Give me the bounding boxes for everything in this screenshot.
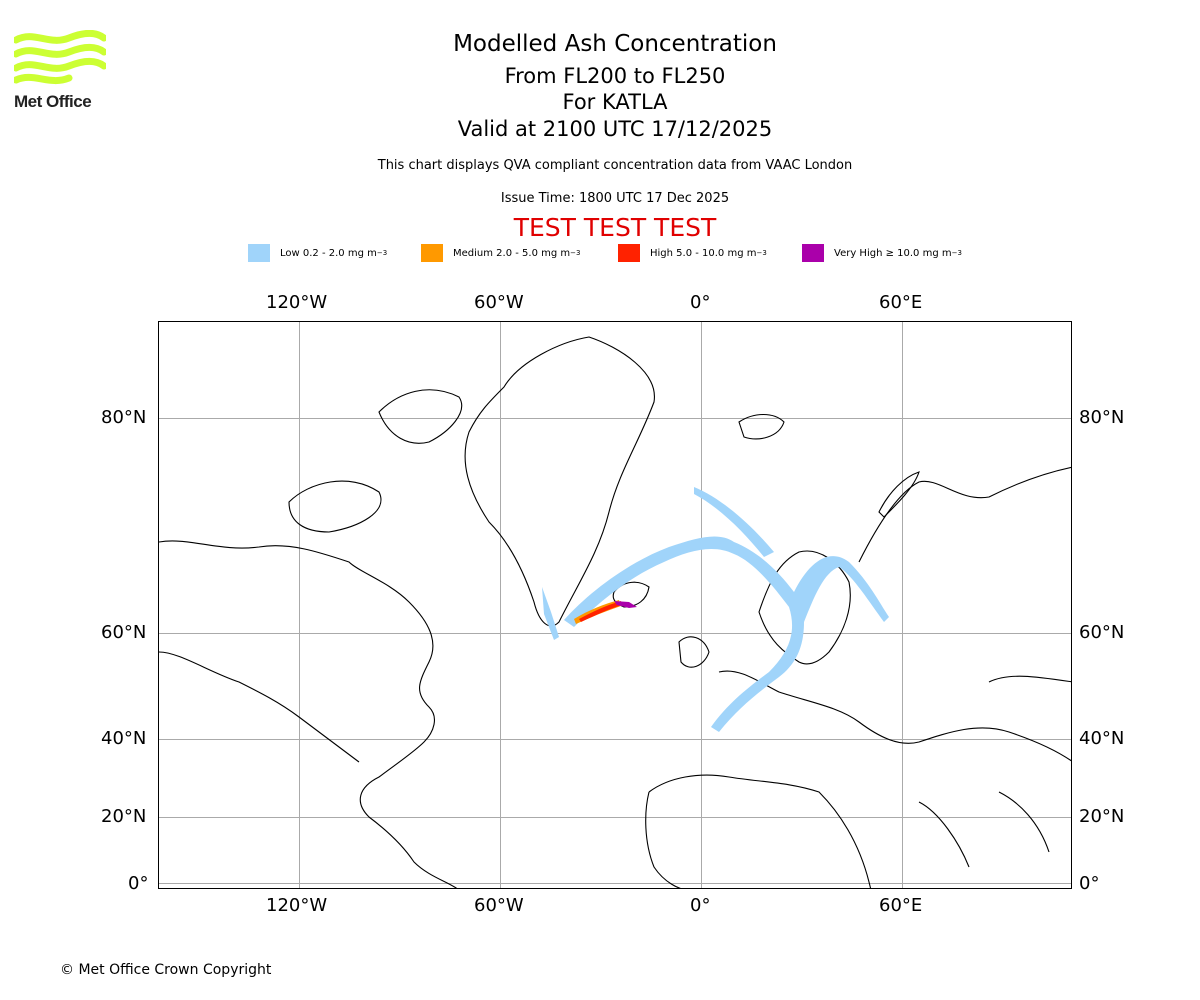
met-office-waves-icon (12, 29, 108, 85)
lat-label-left: 80°N (101, 407, 147, 428)
lon-label-bottom: 60°E (879, 895, 923, 916)
valid-time: Valid at 2100 UTC 17/12/2025 (457, 117, 773, 141)
legend-exponent: −3 (376, 249, 388, 257)
lat-label-right: 40°N (1079, 728, 1125, 749)
lat-label-left: 0° (128, 873, 149, 894)
legend-item-low: Low 0.2 - 2.0 mg m −3 (248, 244, 387, 262)
legend-exponent: −3 (570, 249, 581, 257)
volcano-name: For KATLA (562, 90, 668, 114)
ash-concentration-map (158, 321, 1072, 889)
gridline-lat (159, 817, 1071, 818)
legend-label: High 5.0 - 10.0 mg m (650, 247, 757, 259)
coastlines (159, 336, 1071, 888)
lon-label-top: 0° (690, 292, 711, 313)
lat-label-right: 80°N (1079, 407, 1125, 428)
legend-swatch-very-high (802, 244, 824, 262)
legend: Low 0.2 - 2.0 mg m −3 Medium 2.0 - 5.0 mg… (248, 244, 1008, 264)
map-drawing (159, 336, 1071, 888)
legend-item-very-high: Very High ≥ 10.0 mg m −3 (802, 244, 962, 262)
gridline-lat (159, 883, 1071, 884)
lon-label-bottom: 0° (690, 895, 711, 916)
lon-label-top: 120°W (266, 292, 328, 313)
test-banner: TEST TEST TEST (513, 213, 717, 242)
chart-subtitle: This chart displays QVA compliant concen… (377, 158, 853, 173)
copyright: © Met Office Crown Copyright (60, 962, 272, 978)
lat-label-right: 0° (1079, 873, 1100, 894)
legend-exponent: −3 (756, 249, 767, 257)
legend-swatch-high (618, 244, 640, 262)
ash-very-high-region (614, 601, 637, 608)
lat-label-right: 20°N (1079, 806, 1125, 827)
flight-levels: From FL200 to FL250 (504, 64, 726, 88)
gridline-lat (159, 739, 1071, 740)
ash-low-region (542, 487, 889, 732)
lat-label-left: 20°N (101, 806, 147, 827)
legend-swatch-medium (421, 244, 443, 262)
legend-item-medium: Medium 2.0 - 5.0 mg m −3 (421, 244, 580, 262)
legend-label: Very High ≥ 10.0 mg m (834, 247, 952, 259)
lon-label-bottom: 60°W (474, 895, 524, 916)
lat-label-left: 40°N (101, 728, 147, 749)
legend-exponent: −3 (951, 249, 962, 257)
met-office-logo (12, 29, 108, 112)
legend-swatch-low (248, 244, 270, 262)
gridline-lon (299, 322, 300, 888)
gridline-lat (159, 418, 1071, 419)
legend-label: Medium 2.0 - 5.0 mg m (453, 247, 571, 259)
gridline-lat (159, 633, 1071, 634)
ash-high-region (579, 601, 622, 622)
lon-label-bottom: 120°W (266, 895, 328, 916)
lat-label-right: 60°N (1079, 622, 1125, 643)
lon-label-top: 60°W (474, 292, 524, 313)
lat-label-left: 60°N (101, 622, 147, 643)
gridline-lon (902, 322, 903, 888)
chart-title: Modelled Ash Concentration (453, 31, 777, 57)
legend-item-high: High 5.0 - 10.0 mg m −3 (618, 244, 767, 262)
gridline-lon (500, 322, 501, 888)
gridline-lon (701, 322, 702, 888)
legend-label: Low 0.2 - 2.0 mg m (280, 247, 377, 259)
lon-label-top: 60°E (879, 292, 923, 313)
logo-text: Met Office (14, 92, 92, 111)
issue-time: Issue Time: 1800 UTC 17 Dec 2025 (500, 191, 730, 206)
